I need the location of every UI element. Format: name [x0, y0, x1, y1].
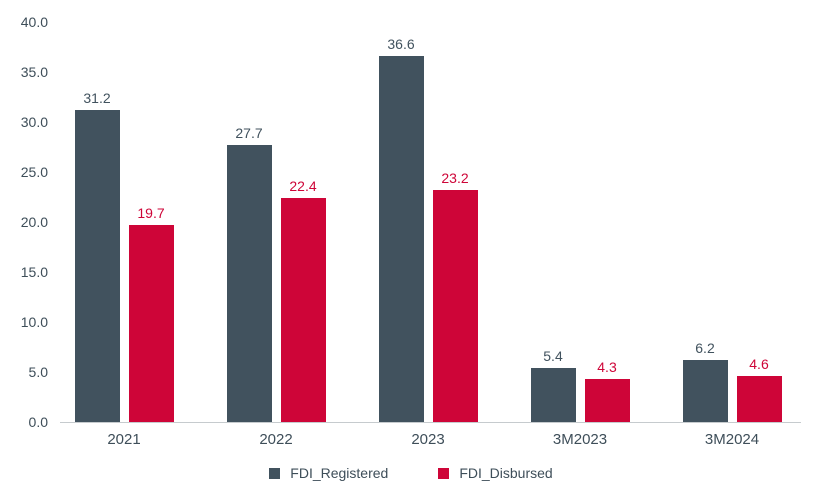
value-label: 6.2	[695, 340, 715, 356]
y-axis-tick-label: 40.0	[20, 14, 48, 30]
x-axis-label-2023: 2023	[411, 431, 445, 448]
x-axis-line	[60, 422, 801, 423]
y-axis-tick-label: 20.0	[20, 214, 48, 230]
value-label: 4.3	[597, 359, 617, 375]
fdi-disbursed-bar-3M2023: 4.3	[584, 360, 630, 422]
x-axis-label-2021: 2021	[107, 431, 141, 448]
fdi-registered-bar-3M2023: 5.4	[530, 349, 576, 422]
fdi-disbursed-bar-2023: 23.2	[432, 171, 478, 422]
bar-group-3M2023: 5.4 4.3	[504, 0, 656, 422]
y-axis-tick-label: 25.0	[20, 164, 48, 180]
value-label: 31.2	[83, 90, 111, 106]
y-axis-tick-label: 5.0	[28, 364, 48, 380]
bar-group-2022: 27.7 22.4	[200, 0, 352, 422]
value-label: 23.2	[441, 170, 469, 186]
x-axis-label-3M2024: 3M2024	[704, 431, 760, 448]
x-axis-label-3M2023: 3M2023	[552, 431, 608, 448]
fdi-registered-bar-2023: 36.6	[378, 37, 424, 422]
legend-item-fdi-disbursed: FDI_Disbursed	[438, 465, 553, 481]
y-axis-tick-label: 0.0	[28, 414, 48, 430]
value-label: 5.4	[543, 348, 563, 364]
legend-swatch-icon	[269, 467, 281, 479]
plot-area: 31.2 19.7 27.7 22.4 36.6 23.2 5.4 4.3 6.2 4.6	[48, 0, 808, 422]
value-label: 27.7	[235, 125, 263, 141]
fdi-disbursed-bar-2022: 22.4	[280, 179, 326, 422]
legend-label: FDI_Disbursed	[459, 465, 553, 481]
fdi-registered-bar-2022: 27.7	[226, 126, 272, 422]
legend: FDI_Registered FDI_Disbursed	[0, 465, 822, 481]
y-axis-tick-label: 15.0	[20, 264, 48, 280]
legend-label: FDI_Registered	[290, 465, 389, 481]
bar-group-3M2024: 6.2 4.6	[656, 0, 808, 422]
value-label: 4.6	[749, 356, 769, 372]
y-axis-tick-label: 10.0	[20, 314, 48, 330]
legend-swatch-icon	[438, 467, 450, 479]
value-label: 19.7	[137, 205, 165, 221]
fdi-registered-bar-2021: 31.2	[74, 91, 120, 422]
value-label: 22.4	[289, 178, 317, 194]
bar-group-2023: 36.6 23.2	[352, 0, 504, 422]
y-axis-tick-label: 35.0	[20, 64, 48, 80]
value-label: 36.6	[387, 36, 415, 52]
fdi-disbursed-bar-2021: 19.7	[128, 206, 174, 422]
y-axis-tick-label: 30.0	[20, 114, 48, 130]
bar-group-2021: 31.2 19.7	[48, 0, 200, 422]
legend-item-fdi-registered: FDI_Registered	[269, 465, 388, 481]
x-axis-label-2022: 2022	[259, 431, 293, 448]
x-axis-labels: 2021 2022 2023 3M2023 3M2024	[48, 431, 808, 448]
fdi-registered-bar-3M2024: 6.2	[682, 341, 728, 422]
fdi-disbursed-bar-3M2024: 4.6	[736, 357, 782, 422]
